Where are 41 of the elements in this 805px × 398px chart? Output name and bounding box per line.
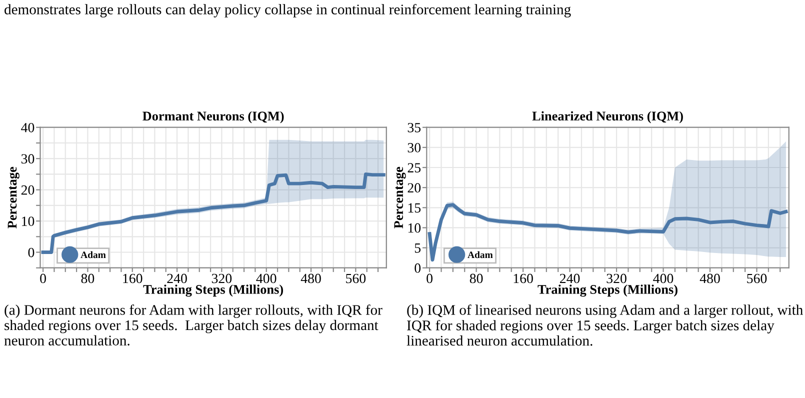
x-tick-label: 240 <box>167 274 187 284</box>
y-tick-label: 15 <box>408 203 421 213</box>
x-tick-label: 320 <box>212 274 232 284</box>
x-tick-label: 480 <box>300 274 321 284</box>
text: (b) IQM of linearised neurons using Adam and a larger rollout, with IQR for shaded regions over 15 seeds. Larger batch sizes delay linearised neuron accumulation. <box>406 304 803 346</box>
y-tick-label: 0 <box>28 248 34 258</box>
x-tick-label: 160 <box>514 274 533 284</box>
y-tick-label: 0 <box>414 263 421 273</box>
chart-title: Linearized Neurons (IQM) <box>532 111 683 124</box>
legend-label: Adam <box>80 251 106 258</box>
y-tick-label: 40 <box>21 122 34 132</box>
y-tick-label: 5 <box>414 244 421 253</box>
x-tick-label: 560 <box>346 274 366 284</box>
x-axis-title: Training Steps (Millions) <box>538 284 678 297</box>
text: (a) Dormant neurons for Adam with larger rollouts, with IQR for shaded regions over 15 seeds. Larger batch sizes delay dormant neuron accumulation. <box>4 304 382 346</box>
y-tick-label: 10 <box>22 216 34 226</box>
y-tick-label: 10 <box>408 223 421 233</box>
y-tick-label: 25 <box>408 163 421 172</box>
x-tick-label: 560 <box>747 274 767 284</box>
x-tick-label: 0 <box>426 274 433 284</box>
y-tick-label: 20 <box>408 183 421 193</box>
x-tick-label: 240 <box>560 274 580 284</box>
x-tick-label: 400 <box>256 274 276 284</box>
y-axis-title: Percentage <box>394 166 406 228</box>
y-tick-label: 35 <box>408 122 421 132</box>
y-tick-label: 30 <box>408 143 421 152</box>
x-tick-label: 320 <box>606 274 626 284</box>
x-tick-label: 160 <box>123 274 142 284</box>
text: Adam <box>468 251 493 258</box>
x-tick-label: 480 <box>700 274 720 284</box>
y-axis-title: Percentage <box>8 166 20 228</box>
y-tick-label: 20 <box>21 185 34 195</box>
x-tick-label: 0 <box>40 274 46 284</box>
chart-title: Dormant Neurons (IQM) <box>142 111 284 124</box>
x-axis-title: Training Steps (Millions) <box>143 284 284 297</box>
x-tick-label: 400 <box>653 274 674 284</box>
line-series <box>428 203 788 262</box>
x-tick-label: 80 <box>81 274 94 284</box>
x-tick-label: 80 <box>470 274 483 284</box>
text: demonstrates large rollouts can delay policy collapse in continual reinforcement learning training <box>4 4 571 18</box>
y-tick-label: 30 <box>21 154 34 164</box>
